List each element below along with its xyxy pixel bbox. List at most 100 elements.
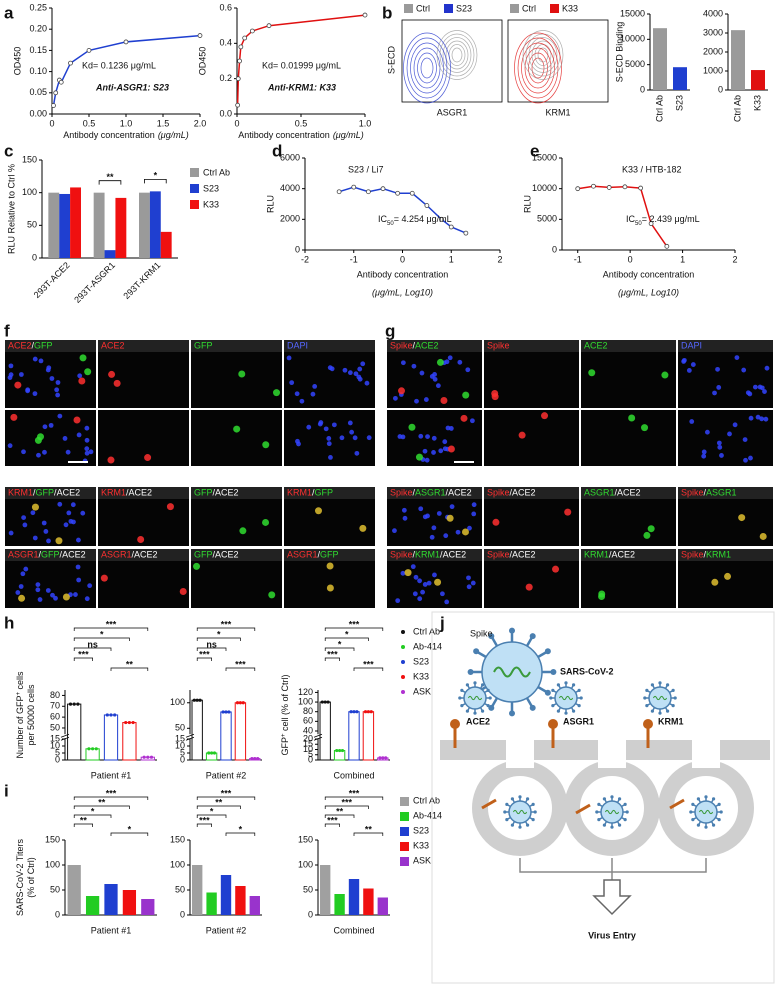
significance-bracket: [225, 832, 256, 836]
y-tick-label: 0.0: [219, 108, 232, 118]
y-tick-label: 50: [50, 722, 60, 732]
x-tick-label: 293T-ASGR1: [72, 260, 117, 305]
legend-dot: [401, 630, 405, 634]
micro-image: [5, 561, 96, 608]
spike-head: [564, 711, 568, 715]
channel-header: [678, 549, 773, 561]
cell: [449, 504, 455, 510]
data-point: [648, 221, 654, 227]
cell: [347, 420, 353, 426]
cell: [742, 437, 748, 442]
legend-swatch: [510, 4, 519, 13]
legend-label: ASK: [413, 686, 431, 696]
y-tick-label: 0: [308, 754, 313, 764]
legend-swatch: [400, 827, 409, 836]
spike-head: [467, 669, 474, 675]
cell: [84, 596, 90, 602]
spike-head: [550, 669, 557, 675]
significance-bracket: [98, 180, 122, 185]
spike-head: [486, 703, 490, 708]
dot: [349, 710, 353, 714]
spike-head: [617, 823, 622, 827]
y-tick-label: 100: [45, 859, 60, 869]
channel-label: DAPI: [287, 341, 308, 351]
y-tick-label: 100: [170, 859, 185, 869]
cell: [431, 525, 437, 531]
significance-label: ***: [349, 619, 360, 629]
cell: [415, 453, 423, 461]
cell: [38, 358, 44, 364]
legend-label: Ctrl Ab: [413, 795, 440, 805]
y-tick-label: 50: [175, 723, 185, 733]
y-tick-label: 1000: [703, 65, 723, 75]
y-tick-label: 5000: [537, 214, 557, 224]
cell: [444, 359, 450, 365]
x-axis-label: Antibody concentration (μg/mL): [238, 130, 364, 140]
panel-label: d: [272, 141, 282, 160]
data-point: [575, 186, 581, 192]
cell: [417, 596, 423, 602]
label-part: cells: [15, 671, 25, 692]
cell: [759, 532, 767, 540]
cell: [8, 372, 14, 378]
data-point: [58, 79, 64, 85]
spike-head: [696, 797, 701, 801]
channel-header: [284, 549, 375, 561]
contour: [521, 42, 555, 94]
y-tick-label: 0.00: [29, 108, 47, 118]
dot: [94, 747, 98, 751]
chart-title: Anti-KRM1: K33: [267, 82, 336, 92]
data-point: [51, 103, 56, 108]
cell: [417, 578, 422, 584]
cell: [8, 363, 14, 369]
significance-bracket: [144, 178, 167, 184]
spike-head: [650, 709, 655, 713]
y-axis-label: (% of Ctrl): [26, 857, 36, 898]
channel-header: [484, 340, 579, 352]
dot: [235, 701, 240, 705]
cell: [752, 384, 758, 390]
y-tick-label: 0.05: [29, 87, 47, 97]
channel-label: ACE2: [584, 341, 608, 351]
channel-header: [98, 549, 189, 561]
dot: [142, 755, 146, 759]
cell: [759, 416, 765, 422]
spike-head: [480, 683, 485, 687]
cell: [100, 574, 108, 582]
significance-label: **: [215, 797, 223, 807]
micro-image: [98, 410, 189, 466]
spike-head: [480, 709, 485, 713]
x-tick-label: 2: [732, 254, 737, 264]
spike-head: [551, 703, 555, 708]
cell: [701, 449, 707, 455]
cell: [470, 580, 476, 586]
cell: [436, 358, 444, 366]
data-point: [237, 58, 242, 64]
spike-head: [623, 817, 627, 822]
spike-head: [689, 810, 693, 814]
y-tick-label: 20: [303, 733, 313, 743]
bar: [160, 231, 172, 258]
cell: [41, 520, 47, 526]
data-point: [238, 44, 244, 50]
cell: [715, 366, 720, 372]
cell: [144, 454, 152, 462]
dot: [91, 747, 95, 751]
fit-line: [52, 34, 201, 106]
rna: [512, 809, 528, 815]
axis-break: [314, 734, 322, 739]
cell: [57, 413, 63, 419]
cell: [727, 431, 732, 437]
channel-label: Spike/ACE2: [390, 341, 439, 351]
data-point: [123, 39, 129, 45]
cell: [193, 562, 201, 570]
significance-label: ***: [199, 815, 210, 825]
bar: [122, 722, 137, 761]
label-part: 50: [387, 221, 394, 227]
cell: [738, 514, 746, 522]
cell: [541, 412, 549, 420]
x-tick-label: -2: [301, 254, 309, 264]
cell: [447, 355, 453, 361]
spike-head: [531, 802, 535, 807]
spike-head: [510, 823, 515, 827]
